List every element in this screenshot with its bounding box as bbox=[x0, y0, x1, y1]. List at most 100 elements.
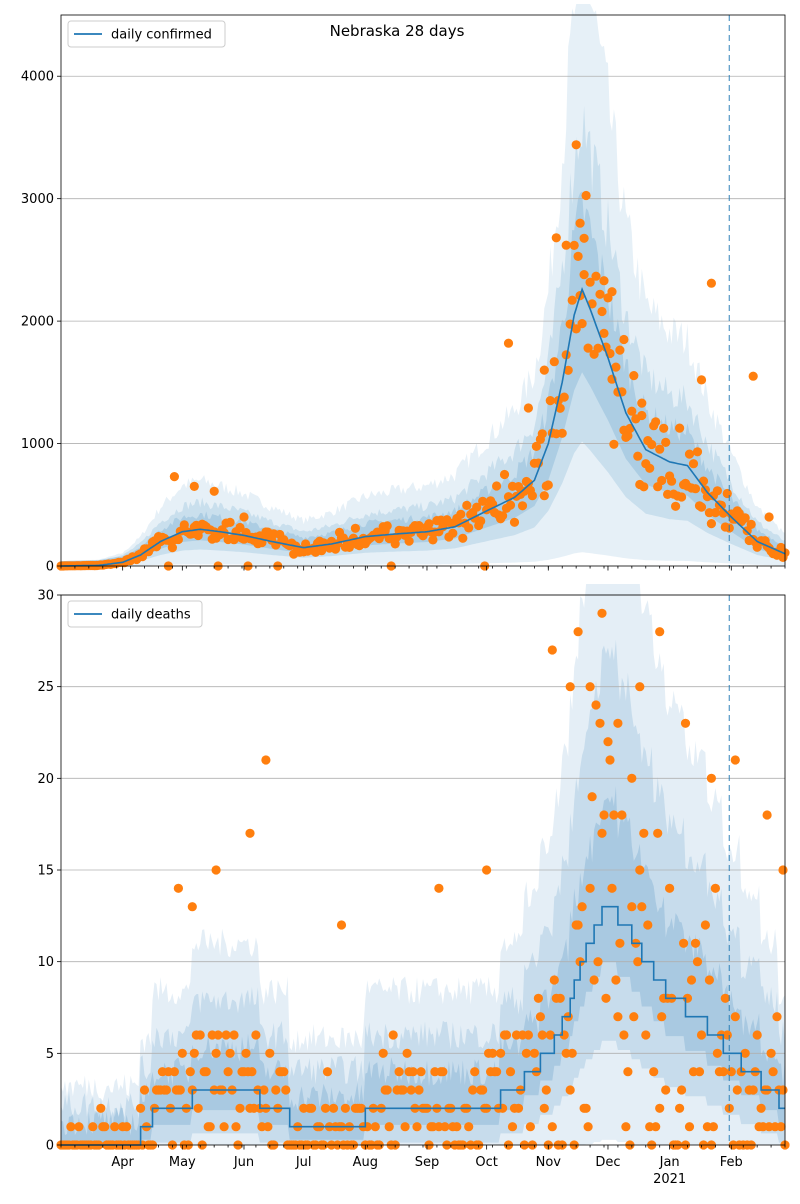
data-point bbox=[776, 1122, 786, 1132]
data-point bbox=[655, 1103, 665, 1113]
data-point bbox=[740, 513, 750, 523]
data-point bbox=[641, 1030, 651, 1040]
data-point bbox=[340, 1103, 350, 1113]
data-point bbox=[661, 1085, 671, 1095]
data-point bbox=[647, 439, 657, 450]
y-tick-label: 1000 bbox=[21, 437, 54, 452]
data-point bbox=[549, 975, 559, 985]
data-point bbox=[567, 1048, 577, 1058]
data-point bbox=[677, 492, 687, 502]
data-point bbox=[213, 1030, 223, 1040]
data-point bbox=[665, 883, 675, 893]
data-point bbox=[478, 1085, 488, 1095]
data-point bbox=[627, 773, 637, 783]
data-point bbox=[583, 343, 593, 353]
data-point bbox=[633, 957, 643, 967]
data-point bbox=[100, 1122, 110, 1132]
data-point bbox=[595, 289, 605, 299]
data-point bbox=[408, 1067, 418, 1077]
data-point bbox=[535, 1012, 546, 1022]
x-tick-label: Jan bbox=[659, 1155, 680, 1170]
data-point bbox=[696, 502, 707, 512]
data-point bbox=[639, 482, 649, 492]
data-point bbox=[279, 1067, 289, 1077]
data-point bbox=[627, 902, 637, 912]
data-point bbox=[523, 1030, 534, 1040]
data-point bbox=[398, 1085, 408, 1095]
data-point bbox=[317, 546, 327, 556]
data-point bbox=[607, 287, 617, 297]
data-point bbox=[579, 270, 589, 280]
data-point bbox=[529, 1048, 540, 1058]
data-point bbox=[619, 334, 629, 345]
data-point bbox=[599, 276, 609, 286]
data-point bbox=[766, 1048, 776, 1058]
deaths-line-layer bbox=[61, 905, 785, 1146]
confirmed-legend-frame bbox=[67, 20, 226, 48]
data-point bbox=[585, 682, 595, 692]
data-point bbox=[597, 608, 607, 618]
data-point bbox=[718, 1067, 728, 1077]
data-point bbox=[416, 1067, 426, 1077]
data-point bbox=[675, 423, 685, 433]
data-point bbox=[263, 1122, 273, 1132]
data-point bbox=[169, 472, 179, 482]
data-point bbox=[219, 1122, 229, 1132]
data-point bbox=[772, 1012, 782, 1022]
data-point bbox=[615, 345, 625, 355]
data-point bbox=[400, 1122, 410, 1132]
data-point bbox=[555, 993, 565, 1003]
data-point bbox=[271, 1085, 281, 1095]
data-point bbox=[521, 1048, 532, 1058]
data-point bbox=[390, 539, 400, 549]
data-point bbox=[205, 1122, 215, 1132]
y-tick-label: 0 bbox=[46, 560, 54, 575]
data-point bbox=[531, 441, 542, 451]
data-point bbox=[136, 1103, 146, 1113]
data-point bbox=[498, 511, 508, 521]
y-tick-label: 0 bbox=[46, 1139, 54, 1154]
data-point bbox=[764, 512, 774, 522]
deaths-legend-label: daily deaths bbox=[111, 608, 191, 623]
data-point bbox=[468, 1085, 478, 1095]
data-point bbox=[547, 1122, 557, 1132]
data-point bbox=[187, 902, 197, 912]
y-tick-label: 4000 bbox=[21, 70, 54, 85]
data-point bbox=[414, 1085, 424, 1095]
data-point bbox=[577, 319, 587, 329]
data-point bbox=[229, 1030, 239, 1040]
data-point bbox=[635, 865, 645, 875]
data-point bbox=[708, 1122, 719, 1132]
data-point bbox=[615, 938, 625, 948]
data-point bbox=[583, 1122, 593, 1132]
data-point bbox=[167, 543, 177, 553]
data-point bbox=[587, 792, 597, 802]
data-point bbox=[509, 517, 520, 527]
data-point bbox=[464, 523, 474, 533]
data-point bbox=[320, 1103, 331, 1113]
data-point bbox=[438, 1067, 448, 1077]
y-tick-label: 20 bbox=[37, 772, 54, 787]
data-point bbox=[525, 1122, 536, 1132]
x-tick-label: Apr bbox=[111, 1155, 134, 1170]
data-point bbox=[704, 975, 715, 985]
data-point bbox=[579, 233, 589, 243]
data-point bbox=[571, 140, 581, 150]
y-tick-label: 10 bbox=[37, 955, 54, 970]
data-point bbox=[241, 1048, 251, 1058]
data-point bbox=[597, 828, 607, 838]
data-point bbox=[712, 486, 723, 496]
data-point bbox=[110, 1122, 120, 1132]
data-point bbox=[696, 375, 707, 385]
confirmed-band-2 bbox=[61, 105, 785, 567]
data-point bbox=[456, 509, 466, 519]
x-tick-label: Jun bbox=[233, 1155, 254, 1170]
data-point bbox=[752, 1030, 762, 1040]
data-point bbox=[651, 1122, 661, 1132]
data-point bbox=[527, 491, 538, 501]
data-point bbox=[732, 1085, 742, 1095]
data-point bbox=[565, 1085, 575, 1095]
data-point bbox=[677, 1085, 687, 1095]
data-point bbox=[462, 500, 472, 510]
data-point bbox=[716, 500, 727, 510]
